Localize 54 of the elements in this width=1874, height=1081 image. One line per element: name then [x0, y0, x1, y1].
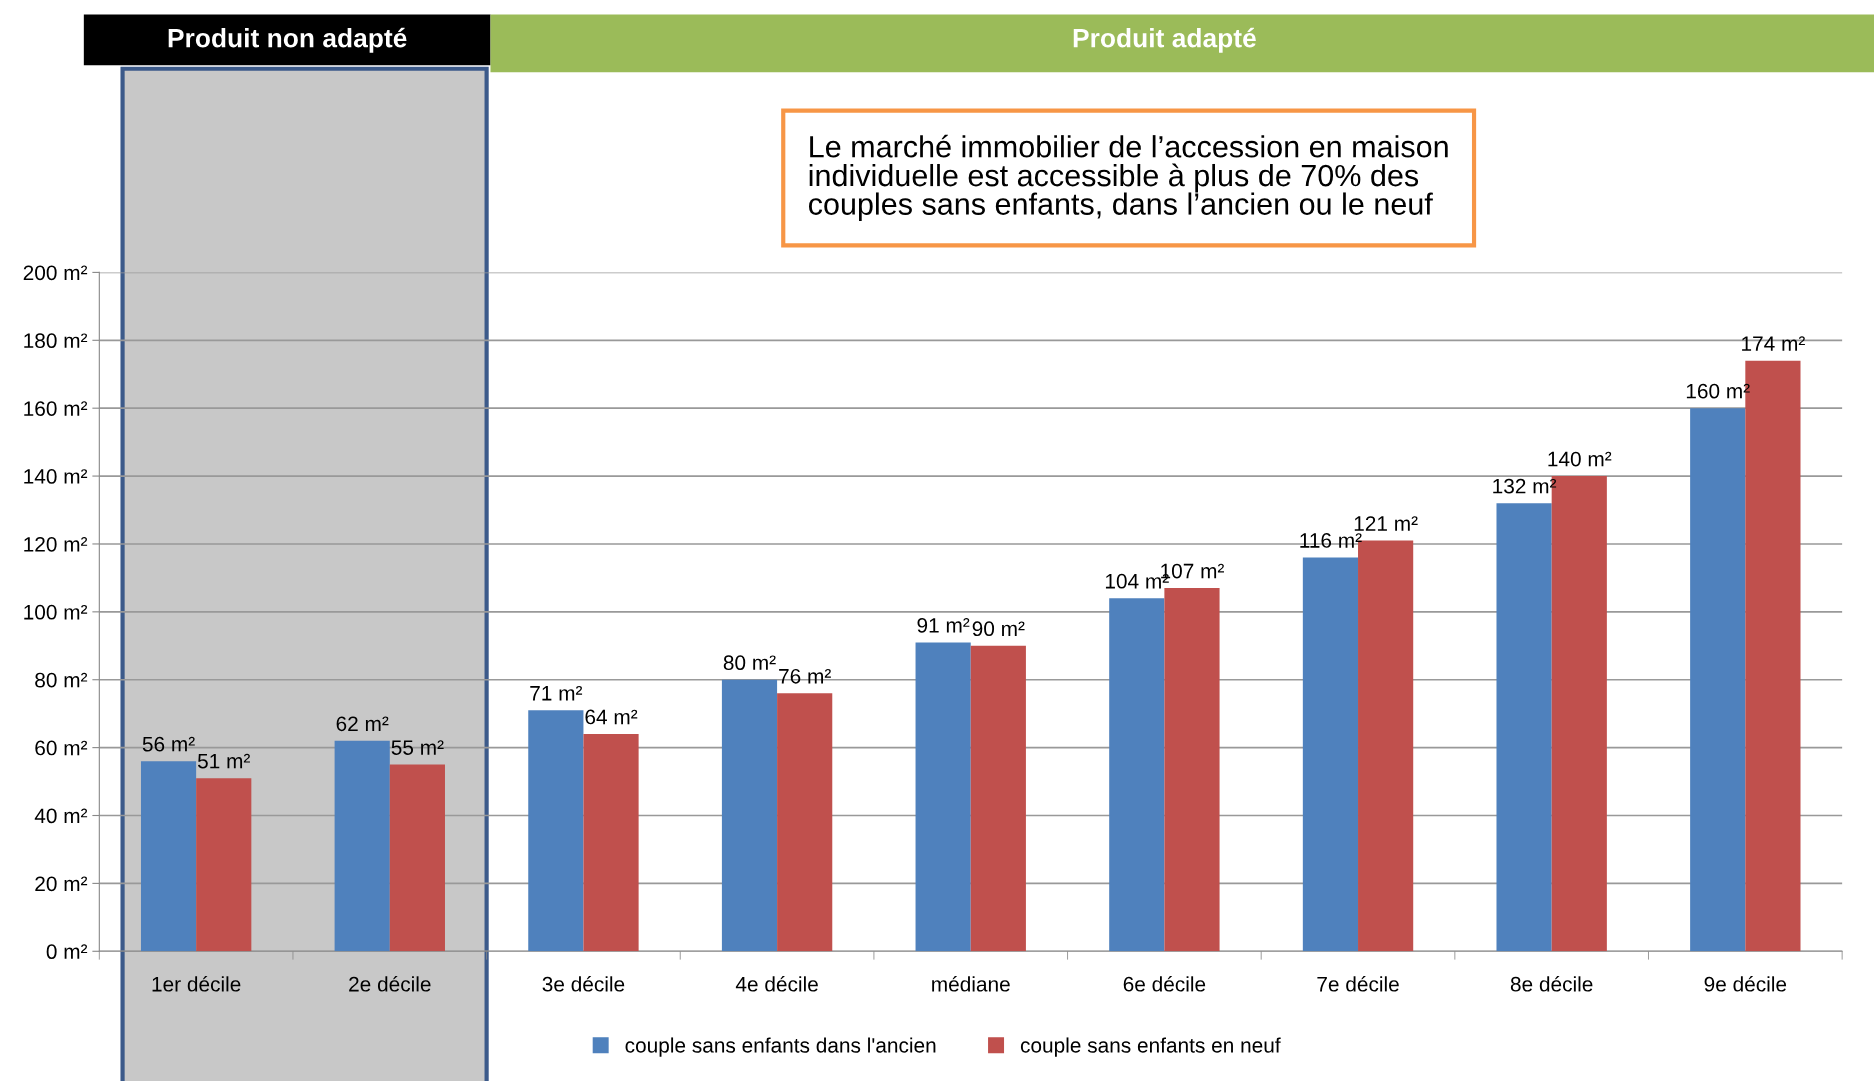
bar: [1690, 408, 1746, 952]
y-tick-label: 80 m²: [35, 672, 88, 688]
y-tick-label: 180 m²: [24, 333, 88, 349]
bar: [777, 693, 833, 952]
x-tick-label: 2e décile: [349, 976, 431, 992]
bar: [1164, 588, 1220, 952]
x-tick-label: 6e décile: [1123, 976, 1206, 992]
data-label: 91 m²: [917, 617, 970, 633]
data-label: 90 m²: [972, 621, 1025, 637]
data-label: 116 m²: [1300, 533, 1362, 548]
bar: [334, 740, 390, 952]
legend-label: couple sans enfants en neuf: [1020, 1037, 1281, 1057]
bar: [528, 710, 584, 952]
data-label: 76 m²: [779, 668, 831, 684]
y-tick-label: 100 m²: [24, 604, 88, 620]
x-tick-label: médiane: [932, 976, 1010, 992]
bar: [1302, 557, 1359, 952]
y-tick-label: 60 m²: [35, 740, 88, 756]
bar: [583, 734, 639, 952]
bar: [196, 778, 252, 952]
data-label: 55 m²: [391, 740, 444, 755]
y-tick-label: 200 m²: [23, 265, 88, 281]
y-tick-label: 0 m²: [46, 944, 88, 960]
data-label: 56 m²: [142, 736, 195, 752]
bar: [140, 761, 197, 952]
legend-label: couple sans enfants dans l'ancien: [625, 1037, 936, 1057]
x-tick-label: 9e décile: [1704, 976, 1787, 992]
x-tick-label: 7e décile: [1317, 976, 1399, 992]
data-label: 80 m²: [723, 655, 776, 671]
x-tick-label: 3e décile: [542, 976, 625, 992]
data-label: 62 m²: [336, 716, 389, 732]
bar: [970, 645, 1026, 952]
data-label: 174 m²: [1742, 336, 1805, 351]
x-tick-label: 8e décile: [1510, 976, 1593, 992]
text: Le marché immobilier de l’accession en maison individuelle est accessible à plus de 70% des couples sans enfants, dans l’ancien ou le neuf: [808, 134, 1448, 221]
y-tick-label: 140 m²: [24, 469, 88, 484]
y-tick-label: 120 m²: [24, 536, 88, 552]
y-tick-label: 160 m²: [24, 401, 88, 416]
data-label: 71 m²: [530, 685, 583, 701]
x-tick-label: 4e décile: [735, 976, 818, 992]
data-label: 140 m²: [1548, 451, 1612, 467]
bar: [1109, 598, 1165, 952]
x-tick-label: 1er décile: [152, 976, 241, 992]
bar: [389, 764, 445, 952]
band-label: Produit non adapté: [168, 27, 407, 53]
bar: [1496, 503, 1552, 952]
data-label: 64 m²: [585, 709, 638, 725]
text: Produit adapté: [1073, 27, 1256, 53]
data-label: 51 m²: [197, 753, 250, 769]
y-tick-label: 20 m²: [35, 876, 88, 892]
y-tick-label: 40 m²: [34, 808, 88, 824]
bar: [721, 679, 778, 952]
data-label: 121 m²: [1354, 516, 1418, 531]
bar: [915, 642, 971, 952]
